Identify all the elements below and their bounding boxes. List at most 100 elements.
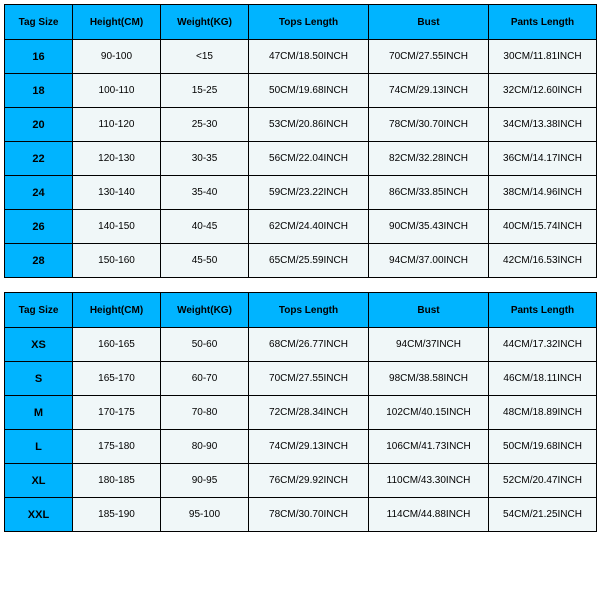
cell-tag: 26 xyxy=(5,210,73,244)
cell-tops: 70CM/27.55INCH xyxy=(249,362,369,396)
cell-tag: XS xyxy=(5,328,73,362)
col-pants-length: Pants Length xyxy=(489,5,597,40)
col-tag-size: Tag Size xyxy=(5,293,73,328)
cell-tops: 50CM/19.68INCH xyxy=(249,74,369,108)
cell-bust: 74CM/29.13INCH xyxy=(369,74,489,108)
cell-tops: 56CM/22.04INCH xyxy=(249,142,369,176)
cell-weight: 30-35 xyxy=(161,142,249,176)
cell-pants: 34CM/13.38INCH xyxy=(489,108,597,142)
cell-tops: 74CM/29.13INCH xyxy=(249,430,369,464)
col-bust: Bust xyxy=(369,293,489,328)
cell-weight: 40-45 xyxy=(161,210,249,244)
cell-tag: 28 xyxy=(5,244,73,278)
cell-bust: 98CM/38.58INCH xyxy=(369,362,489,396)
cell-weight: 70-80 xyxy=(161,396,249,430)
cell-tops: 65CM/25.59INCH xyxy=(249,244,369,278)
cell-height: 185-190 xyxy=(73,498,161,532)
cell-weight: 45-50 xyxy=(161,244,249,278)
cell-height: 180-185 xyxy=(73,464,161,498)
cell-bust: 90CM/35.43INCH xyxy=(369,210,489,244)
cell-pants: 54CM/21.25INCH xyxy=(489,498,597,532)
cell-weight: 25-30 xyxy=(161,108,249,142)
cell-weight: <15 xyxy=(161,40,249,74)
cell-tag: XL xyxy=(5,464,73,498)
cell-tops: 53CM/20.86INCH xyxy=(249,108,369,142)
cell-height: 150-160 xyxy=(73,244,161,278)
col-weight: Weight(KG) xyxy=(161,293,249,328)
col-height: Height(CM) xyxy=(73,293,161,328)
cell-weight: 60-70 xyxy=(161,362,249,396)
cell-bust: 70CM/27.55INCH xyxy=(369,40,489,74)
cell-height: 160-165 xyxy=(73,328,161,362)
cell-bust: 86CM/33.85INCH xyxy=(369,176,489,210)
col-tops-length: Tops Length xyxy=(249,293,369,328)
cell-weight: 90-95 xyxy=(161,464,249,498)
col-bust: Bust xyxy=(369,5,489,40)
cell-weight: 80-90 xyxy=(161,430,249,464)
cell-weight: 15-25 xyxy=(161,74,249,108)
cell-weight: 50-60 xyxy=(161,328,249,362)
col-height: Height(CM) xyxy=(73,5,161,40)
cell-bust: 102CM/40.15INCH xyxy=(369,396,489,430)
table-row: M170-17570-8072CM/28.34INCH102CM/40.15IN… xyxy=(5,396,597,430)
cell-tops: 62CM/24.40INCH xyxy=(249,210,369,244)
col-tops-length: Tops Length xyxy=(249,5,369,40)
col-pants-length: Pants Length xyxy=(489,293,597,328)
cell-height: 170-175 xyxy=(73,396,161,430)
cell-bust: 78CM/30.70INCH xyxy=(369,108,489,142)
cell-height: 100-110 xyxy=(73,74,161,108)
table-row: XXL185-19095-10078CM/30.70INCH114CM/44.8… xyxy=(5,498,597,532)
cell-bust: 94CM/37.00INCH xyxy=(369,244,489,278)
table-row: 1690-100<1547CM/18.50INCH70CM/27.55INCH3… xyxy=(5,40,597,74)
cell-pants: 40CM/15.74INCH xyxy=(489,210,597,244)
table-row: 26140-15040-4562CM/24.40INCH90CM/35.43IN… xyxy=(5,210,597,244)
cell-pants: 46CM/18.11INCH xyxy=(489,362,597,396)
table-row: L175-18080-9074CM/29.13INCH106CM/41.73IN… xyxy=(5,430,597,464)
size-chart-kids: Tag Size Height(CM) Weight(KG) Tops Leng… xyxy=(4,4,597,278)
cell-height: 140-150 xyxy=(73,210,161,244)
table-row: 22120-13030-3556CM/22.04INCH82CM/32.28IN… xyxy=(5,142,597,176)
table-row: 28150-16045-5065CM/25.59INCH94CM/37.00IN… xyxy=(5,244,597,278)
cell-pants: 52CM/20.47INCH xyxy=(489,464,597,498)
table-row: 20110-12025-3053CM/20.86INCH78CM/30.70IN… xyxy=(5,108,597,142)
cell-tag: 16 xyxy=(5,40,73,74)
cell-height: 165-170 xyxy=(73,362,161,396)
cell-tag: 22 xyxy=(5,142,73,176)
cell-pants: 36CM/14.17INCH xyxy=(489,142,597,176)
cell-tops: 72CM/28.34INCH xyxy=(249,396,369,430)
cell-weight: 35-40 xyxy=(161,176,249,210)
cell-tag: XXL xyxy=(5,498,73,532)
cell-bust: 82CM/32.28INCH xyxy=(369,142,489,176)
table-row: XS160-16550-6068CM/26.77INCH94CM/37INCH4… xyxy=(5,328,597,362)
cell-tag: S xyxy=(5,362,73,396)
cell-height: 110-120 xyxy=(73,108,161,142)
cell-tag: M xyxy=(5,396,73,430)
cell-bust: 106CM/41.73INCH xyxy=(369,430,489,464)
cell-pants: 38CM/14.96INCH xyxy=(489,176,597,210)
cell-pants: 48CM/18.89INCH xyxy=(489,396,597,430)
cell-tops: 76CM/29.92INCH xyxy=(249,464,369,498)
cell-tag: 20 xyxy=(5,108,73,142)
table-row: 24130-14035-4059CM/23.22INCH86CM/33.85IN… xyxy=(5,176,597,210)
cell-height: 175-180 xyxy=(73,430,161,464)
cell-tag: L xyxy=(5,430,73,464)
cell-tops: 68CM/26.77INCH xyxy=(249,328,369,362)
cell-pants: 30CM/11.81INCH xyxy=(489,40,597,74)
header-row: Tag Size Height(CM) Weight(KG) Tops Leng… xyxy=(5,293,597,328)
table-row: 18100-11015-2550CM/19.68INCH74CM/29.13IN… xyxy=(5,74,597,108)
table-row: XL180-18590-9576CM/29.92INCH110CM/43.30I… xyxy=(5,464,597,498)
cell-weight: 95-100 xyxy=(161,498,249,532)
col-tag-size: Tag Size xyxy=(5,5,73,40)
table-row: S165-17060-7070CM/27.55INCH98CM/38.58INC… xyxy=(5,362,597,396)
cell-pants: 44CM/17.32INCH xyxy=(489,328,597,362)
cell-height: 130-140 xyxy=(73,176,161,210)
cell-pants: 42CM/16.53INCH xyxy=(489,244,597,278)
cell-tag: 18 xyxy=(5,74,73,108)
cell-tops: 59CM/23.22INCH xyxy=(249,176,369,210)
cell-bust: 94CM/37INCH xyxy=(369,328,489,362)
col-weight: Weight(KG) xyxy=(161,5,249,40)
cell-tops: 47CM/18.50INCH xyxy=(249,40,369,74)
cell-pants: 32CM/12.60INCH xyxy=(489,74,597,108)
cell-bust: 114CM/44.88INCH xyxy=(369,498,489,532)
cell-bust: 110CM/43.30INCH xyxy=(369,464,489,498)
